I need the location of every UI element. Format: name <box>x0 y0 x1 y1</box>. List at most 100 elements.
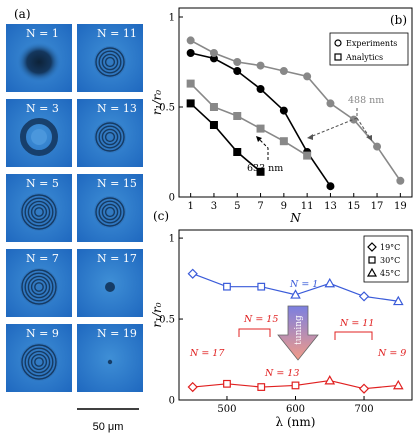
tile-label: N = 5 <box>26 177 59 190</box>
ring <box>24 197 54 227</box>
data-point <box>392 379 404 390</box>
annotation-n11: N = 11 <box>339 318 374 329</box>
arrow-633nm <box>257 137 269 160</box>
data-point <box>326 99 335 108</box>
data-point <box>324 375 336 385</box>
data-point <box>349 115 358 124</box>
arrowhead-633nm <box>256 136 262 142</box>
data-point <box>186 99 195 108</box>
legend-box <box>329 32 409 66</box>
ring-center <box>31 129 47 145</box>
legend-label: Analytics <box>345 53 383 62</box>
tile-n-3: N = 3 <box>6 99 72 167</box>
ring <box>104 206 116 218</box>
ring <box>27 275 51 299</box>
x-axis-title: λ (nm) <box>276 415 316 429</box>
data-point <box>186 79 195 88</box>
legend-label: 19°C <box>380 243 400 252</box>
tile-n-17: N = 17 <box>77 249 143 317</box>
ring <box>95 197 125 227</box>
legend-marker <box>334 39 342 47</box>
data-point <box>392 295 404 306</box>
x-tick-label: 600 <box>286 404 305 415</box>
tile-n-19: N = 19 <box>77 324 143 392</box>
x-tick-label: 13 <box>324 201 337 212</box>
arrow-488nm-b <box>356 117 371 139</box>
legend: 19°C 30°C 45°C <box>363 235 409 283</box>
ring <box>104 56 116 68</box>
y-axis-title: r₁/r₀ <box>150 302 164 327</box>
ring <box>30 203 48 221</box>
legend-label: Experiments <box>346 39 397 48</box>
tile-label: N = 3 <box>26 102 59 115</box>
data-point <box>303 72 312 81</box>
y-tick-label: 0 <box>169 396 175 407</box>
data-point <box>223 282 231 291</box>
ring <box>20 118 58 156</box>
data-point <box>187 381 198 393</box>
x-tick-label: 7 <box>257 201 263 212</box>
ring <box>98 200 122 224</box>
legend: Experiments Analytics <box>329 32 409 66</box>
y-tick-label: 1 <box>169 13 175 24</box>
legend-marker <box>368 256 376 264</box>
legend-label: 30°C <box>380 256 400 265</box>
ring <box>27 200 51 224</box>
ring <box>21 194 57 230</box>
chart-b: 1 3 5 7 9 11 13 15 17 1900.51Nr₁/r₀(b)Experiments… <box>150 7 413 225</box>
y-axis-title: r₁/r₀ <box>150 90 164 115</box>
annotation-n13: N = 13 <box>264 368 299 379</box>
series-line <box>190 39 402 182</box>
tuning-arrow: tuning <box>277 305 319 361</box>
tile-label: N = 7 <box>26 252 59 265</box>
x-axis-title: N <box>289 211 301 225</box>
tile-grid: N = 1 N = 11 N = 3 N = 13 N = 5 N = 15 N = 7 N … <box>6 24 143 392</box>
tile-label: N = 17 <box>97 252 137 265</box>
data-point <box>257 282 266 291</box>
y-tick-label: 0.5 <box>159 103 175 114</box>
x-tick-label: 700 <box>354 404 373 415</box>
ring <box>101 203 119 221</box>
tile-n-13: N = 13 <box>77 99 143 167</box>
data-point <box>256 124 265 133</box>
ring <box>101 128 119 146</box>
tile-n-7: N = 7 <box>6 249 72 317</box>
annotation-n9: N = 9 <box>377 348 406 359</box>
ring <box>34 207 44 217</box>
data-point <box>256 61 265 70</box>
x-tick-label: 19 <box>394 201 407 212</box>
ring <box>24 272 54 302</box>
data-point <box>233 66 242 75</box>
data-point <box>279 137 288 146</box>
data-point <box>291 381 300 390</box>
tuning-label: tuning <box>294 315 304 345</box>
legend-marker <box>334 53 342 61</box>
x-tick-label: 9 <box>281 201 287 212</box>
data-point <box>303 151 312 160</box>
annotation-n15: N = 15 <box>243 314 278 325</box>
series-488-nm-analytics <box>186 79 312 160</box>
tile-label: N = 19 <box>97 327 137 340</box>
data-point <box>209 102 218 111</box>
series-488-nm-experiments <box>186 36 405 185</box>
ring <box>95 47 125 77</box>
chart-c: 500 600 700 0 0.5 1 λ (nm) r₁/r₀ (c) tuning 19°C 30… <box>150 209 413 429</box>
data-point <box>279 66 288 75</box>
data-point <box>358 291 370 302</box>
bracket-n11 <box>334 331 373 340</box>
x-tick-label: 1 <box>187 201 193 212</box>
legend-label: 45°C <box>380 269 400 278</box>
data-point <box>290 289 301 299</box>
ring <box>30 278 48 296</box>
data-point <box>209 48 218 57</box>
data-point <box>186 48 195 57</box>
ring <box>98 50 122 74</box>
x-tick-label: 17 <box>371 201 384 212</box>
data-point <box>223 379 231 388</box>
tile-label: N = 11 <box>97 27 137 40</box>
data-point <box>233 57 242 66</box>
dark-spot <box>17 42 61 82</box>
data-point <box>396 176 405 185</box>
series-n1 <box>187 268 404 306</box>
